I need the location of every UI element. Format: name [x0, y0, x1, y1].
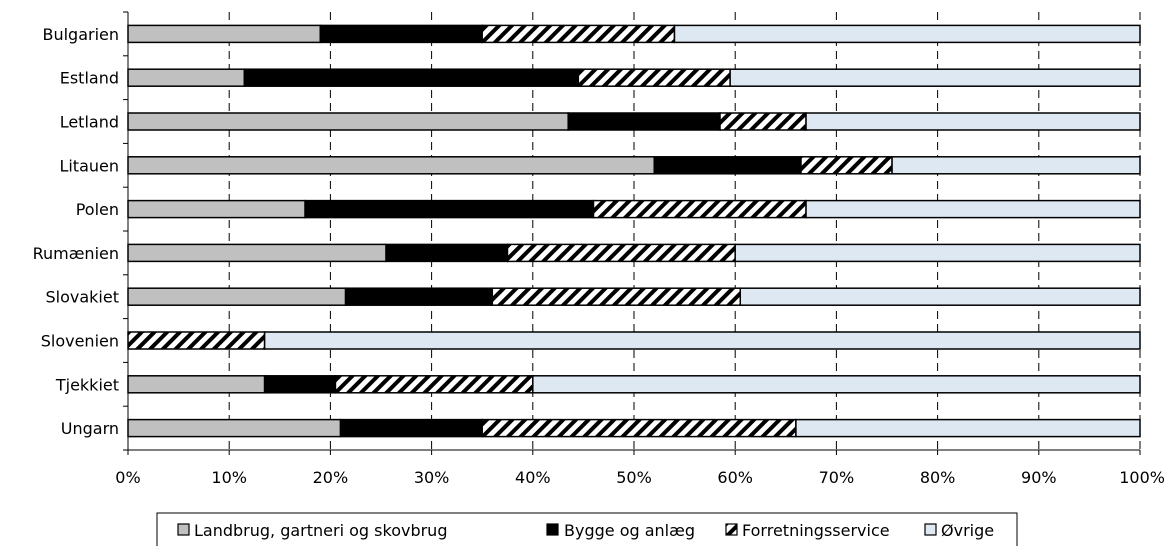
tick-labels: Bulgarien Estland Letland Litauen Polen Rumæn… [33, 25, 1165, 487]
bar-segment [800, 156, 893, 175]
bar-segment [805, 112, 1141, 131]
bar-segment [592, 199, 807, 219]
legend-swatch [924, 523, 937, 536]
category-label: Ungarn [61, 419, 119, 438]
category-label: Estland [60, 69, 119, 88]
x-tick-label: 40% [515, 468, 551, 487]
bar-segment [891, 156, 1141, 175]
category-label: Tjekkiet [55, 375, 119, 394]
x-tick-label: 50% [616, 468, 652, 487]
bar-segment [481, 24, 676, 44]
bar-segment [127, 375, 266, 394]
bar-segment [263, 331, 1141, 350]
category-label: Slovakiet [46, 288, 120, 307]
bar-segment [481, 418, 797, 438]
bar-segment [263, 375, 337, 394]
category-label: Bulgarien [42, 25, 119, 44]
bar-segment [385, 243, 509, 263]
bar-segment [734, 243, 1141, 263]
legend-swatch [177, 523, 190, 536]
bar-segment [127, 68, 246, 87]
bar-segment [729, 68, 1141, 87]
bars [127, 24, 1141, 438]
bar-segment [653, 156, 802, 175]
bar-segment [243, 68, 580, 87]
x-tick-label: 0% [115, 468, 140, 487]
bar-segment [127, 243, 387, 263]
category-label: Litauen [59, 156, 119, 175]
bar-segment [127, 199, 306, 219]
bar-segment [127, 112, 569, 131]
bar-segment [339, 418, 483, 438]
bar-segment [739, 287, 1141, 306]
bar-segment [304, 199, 595, 219]
x-tick-label: 30% [414, 468, 450, 487]
x-tick-label: 10% [211, 468, 247, 487]
x-tick-label: 80% [920, 468, 956, 487]
bar-segment [127, 331, 266, 350]
legend-swatch [725, 523, 738, 536]
bar-segment [673, 24, 1141, 44]
bar-segment [127, 418, 342, 438]
x-tick-label: 20% [313, 468, 349, 487]
legend-label: Landbrug, gartneri og skovbrug [194, 521, 447, 540]
category-label: Slovenien [41, 332, 119, 351]
bar-segment [506, 243, 736, 263]
bar-segment [127, 156, 655, 175]
x-tick-label: 70% [819, 468, 855, 487]
bar-segment [805, 199, 1141, 219]
legend-box [156, 512, 1018, 550]
bar-segment [344, 287, 494, 306]
bar-segment [334, 375, 534, 394]
x-tick-label: 60% [717, 468, 753, 487]
x-tick-label: 90% [1021, 468, 1057, 487]
category-label: Letland [60, 113, 119, 132]
bar-segment [127, 24, 322, 44]
legend-swatch [546, 523, 559, 536]
bar-segment [567, 112, 721, 131]
bar-segment [795, 418, 1141, 438]
legend-label: Bygge og anlæg [564, 521, 695, 540]
legend-label: Forretningsservice [742, 521, 890, 540]
bar-segment [127, 287, 347, 306]
x-tick-label: 100% [1119, 468, 1165, 487]
bar-segment [719, 112, 807, 131]
bar-segment [577, 68, 731, 87]
legend-label: Øvrige [941, 521, 994, 540]
legend: Landbrug, gartneri og skovbrug Bygge og a… [156, 512, 1018, 550]
bar-segment [532, 375, 1141, 394]
bar-segment [319, 24, 483, 44]
category-label: Polen [76, 200, 119, 219]
category-label: Rumænien [33, 244, 119, 263]
bar-segment [491, 287, 742, 306]
